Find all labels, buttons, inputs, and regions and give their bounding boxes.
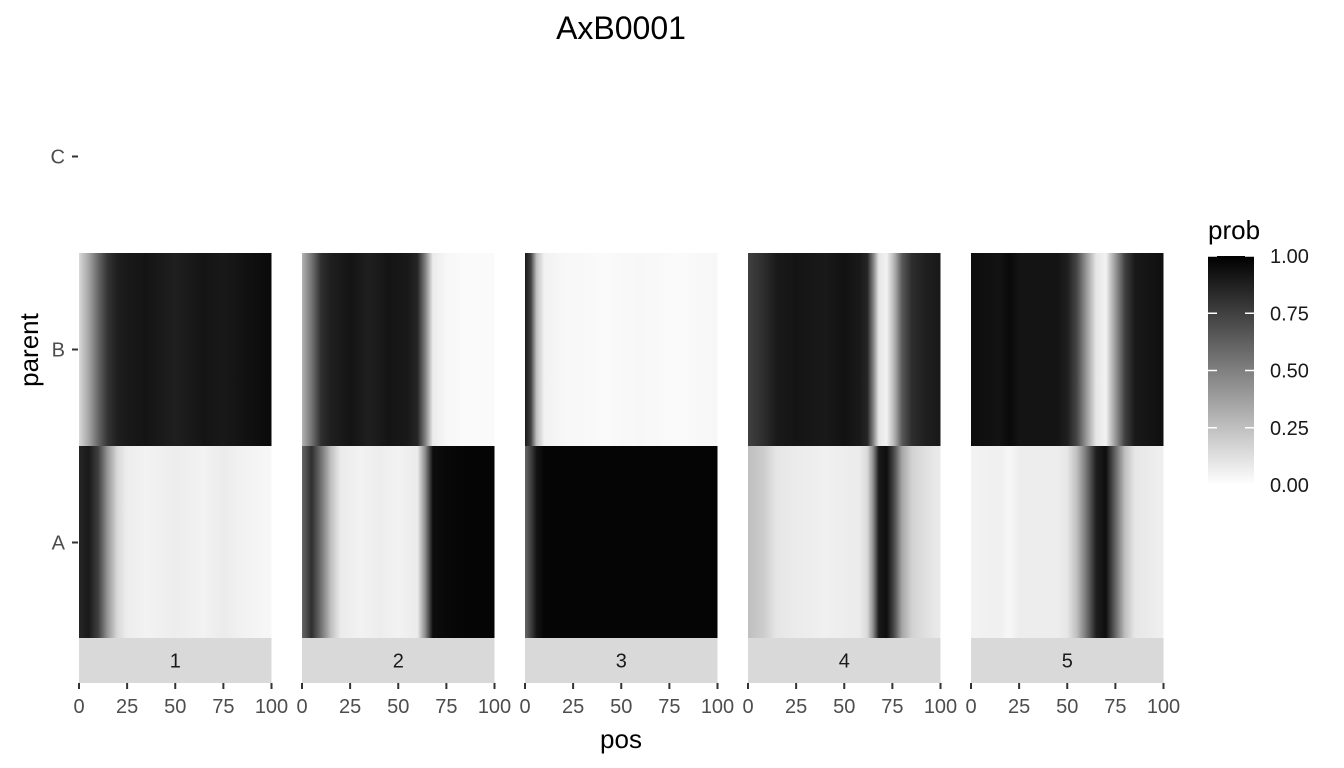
legend-title: prob: [1208, 215, 1260, 245]
facet-strip-label-2: 2: [393, 651, 404, 673]
facet-strip-1: [79, 638, 272, 683]
facet-strip-label-4: 4: [839, 651, 850, 673]
legend: prob 0.00 0.25 0.50 0.75 1.00: [1208, 215, 1309, 497]
x-axis-title: pos: [600, 724, 642, 754]
x-tick-label-2-100: 100: [478, 696, 511, 718]
x-tick-label-5-0: 0: [965, 696, 976, 718]
x-tick-label-2-50: 50: [387, 696, 409, 718]
x-tick-label-3-100: 100: [701, 696, 734, 718]
facet-panel-4: 4 0 25 50 75 100: [742, 253, 957, 718]
heat-tile-3-a: [525, 446, 718, 639]
heat-tile-1-a: [79, 446, 272, 639]
facet-panel-1: 1 0 25 50 75 100: [73, 253, 288, 718]
facet-strip-label-5: 5: [1062, 651, 1073, 673]
x-tick-label-4-0: 0: [742, 696, 753, 718]
x-tick-label-1-75: 75: [212, 696, 234, 718]
heat-tile-5-b: [971, 253, 1164, 446]
x-tick-label-4-75: 75: [881, 696, 903, 718]
facet-strip-label-3: 3: [616, 651, 627, 673]
x-tick-label-3-25: 25: [562, 696, 584, 718]
heat-tile-2-a: [302, 446, 495, 639]
x-tick-label-1-100: 100: [255, 696, 288, 718]
facet-strip-2: [302, 638, 495, 683]
facet-strip-3: [525, 638, 718, 683]
legend-label-2: 0.50: [1270, 361, 1309, 383]
x-tick-label-1-50: 50: [164, 696, 186, 718]
x-tick-label-1-25: 25: [116, 696, 138, 718]
heat-tile-5-a: [971, 446, 1164, 639]
chart-title: AxB0001: [556, 10, 686, 46]
facet-strip-4: [748, 638, 941, 683]
y-axis: A B C: [51, 147, 78, 555]
heat-tile-2-b: [302, 253, 495, 446]
y-tick-label-a: A: [52, 533, 66, 555]
x-tick-label-4-100: 100: [924, 696, 957, 718]
x-tick-label-5-100: 100: [1147, 696, 1180, 718]
heat-tile-4-a: [748, 446, 941, 639]
x-tick-label-5-25: 25: [1008, 696, 1030, 718]
x-tick-label-3-0: 0: [519, 696, 530, 718]
facet-panel-2: 2 0 25 50 75 100: [296, 253, 511, 718]
heat-tile-1-b: [79, 253, 272, 446]
x-tick-label-1-0: 0: [73, 696, 84, 718]
heat-tile-3-b: [525, 253, 718, 446]
x-tick-label-3-75: 75: [658, 696, 680, 718]
legend-label-1: 0.25: [1270, 418, 1309, 440]
facet-panel-3: 3 0 25 50 75 100: [519, 253, 734, 718]
legend-label-0: 0.00: [1270, 475, 1309, 497]
x-tick-label-2-75: 75: [435, 696, 457, 718]
legend-label-4: 1.00: [1270, 246, 1309, 268]
legend-label-3: 0.75: [1270, 303, 1309, 325]
y-tick-label-c: C: [51, 147, 65, 169]
facet-strip-5: [971, 638, 1164, 683]
x-tick-label-4-50: 50: [833, 696, 855, 718]
facet-panel-5: 50 25 50 75 100: [965, 253, 1180, 718]
facet-strip-label-1: 1: [170, 651, 181, 673]
x-tick-label-3-50: 50: [610, 696, 632, 718]
x-tick-label-5-75: 75: [1104, 696, 1126, 718]
x-tick-label-5-50: 50: [1056, 696, 1078, 718]
y-axis-title: parent: [14, 312, 44, 386]
y-tick-label-b: B: [52, 340, 65, 362]
heat-tile-4-b: [748, 253, 941, 446]
x-tick-label-2-0: 0: [296, 696, 307, 718]
x-tick-label-4-25: 25: [785, 696, 807, 718]
x-tick-label-2-25: 25: [339, 696, 361, 718]
